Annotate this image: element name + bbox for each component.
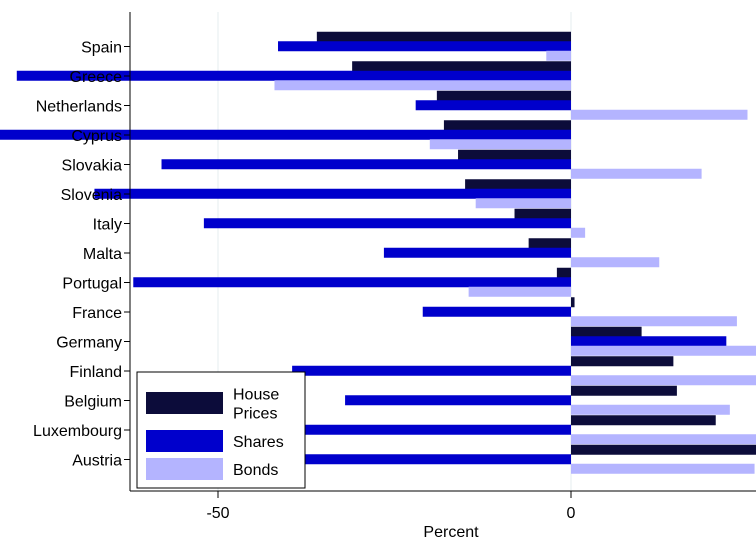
y-axis-ticks: Spain Greece Netherlands Cyprus Slovakia Slov… xyxy=(33,40,130,470)
bar-house-prices xyxy=(556,267,571,278)
category-label: Germany xyxy=(56,335,122,352)
legend-swatch-bonds xyxy=(146,458,223,480)
bar-shares xyxy=(203,218,571,229)
bar-house-prices xyxy=(571,356,674,367)
bar-house-prices xyxy=(316,31,571,42)
category-label: Malta xyxy=(83,246,122,263)
category-label: Finland xyxy=(70,364,122,381)
category-label: France xyxy=(72,305,122,322)
category-label: Spain xyxy=(81,40,122,57)
bar-shares xyxy=(16,70,572,81)
category-label: Italy xyxy=(93,217,122,234)
category-label: Greece xyxy=(70,69,123,86)
bar-bonds xyxy=(571,404,730,415)
bar-house-prices xyxy=(443,120,571,131)
category-label: Austria xyxy=(72,453,122,470)
bar-shares xyxy=(422,306,571,317)
legend: House Prices Shares Bonds xyxy=(136,371,306,489)
bar-bonds xyxy=(571,463,755,474)
bars xyxy=(0,31,756,474)
bar-bonds xyxy=(571,316,737,327)
bar-bonds xyxy=(571,345,756,356)
bar-house-prices xyxy=(436,90,571,101)
bar-shares xyxy=(415,100,571,111)
bar-bonds xyxy=(571,227,586,238)
x-tick-label: 0 xyxy=(567,505,576,522)
legend-label: Bonds xyxy=(233,462,278,479)
bar-bonds xyxy=(571,375,756,386)
bar-bonds xyxy=(571,257,660,268)
bar-bonds xyxy=(571,109,748,120)
category-label: Luxembourg xyxy=(33,423,122,440)
bar-bonds xyxy=(571,434,756,445)
bar-shares xyxy=(292,365,571,376)
bar-house-prices xyxy=(352,61,571,72)
category-label: Cyprus xyxy=(71,128,122,145)
bar-shares xyxy=(133,277,571,288)
bar-bonds xyxy=(546,50,571,61)
category-label: Portugal xyxy=(62,276,122,293)
bar-bonds xyxy=(571,168,702,179)
x-axis-title: Percent xyxy=(423,524,479,541)
bar-bonds xyxy=(274,80,571,91)
bar-shares xyxy=(161,159,571,170)
bar-house-prices xyxy=(571,415,716,426)
legend-swatch-house-prices xyxy=(146,392,223,414)
bar-shares xyxy=(383,247,571,258)
bar-bonds xyxy=(475,198,571,209)
legend-swatch-shares xyxy=(146,430,223,452)
x-axis-ticks: -100-50050 xyxy=(206,491,576,522)
x-tick-label: -50 xyxy=(206,505,229,522)
category-label: Slovenia xyxy=(61,187,122,204)
bar-house-prices xyxy=(571,297,575,308)
bar-house-prices xyxy=(571,444,756,455)
bar-bonds xyxy=(429,139,571,150)
legend-label: Prices xyxy=(233,406,277,423)
bar-shares xyxy=(0,129,571,140)
category-label: Belgium xyxy=(64,394,122,411)
legend-label: House xyxy=(233,387,279,404)
bar-shares xyxy=(571,336,727,347)
bar-house-prices xyxy=(571,385,677,396)
category-label: Netherlands xyxy=(36,99,122,116)
bar-house-prices xyxy=(514,208,571,219)
bar-shares xyxy=(94,188,571,199)
bar-shares xyxy=(281,454,571,465)
bar-house-prices xyxy=(571,326,642,337)
bar-bonds xyxy=(468,286,571,297)
bar-house-prices xyxy=(528,238,571,249)
category-label: Slovakia xyxy=(62,158,123,175)
bar-house-prices xyxy=(465,179,571,190)
bar-house-prices xyxy=(458,149,571,160)
bar-shares xyxy=(345,395,571,406)
legend-label: Shares xyxy=(233,434,284,451)
bar-shares xyxy=(147,424,571,435)
bar-shares xyxy=(278,41,571,52)
